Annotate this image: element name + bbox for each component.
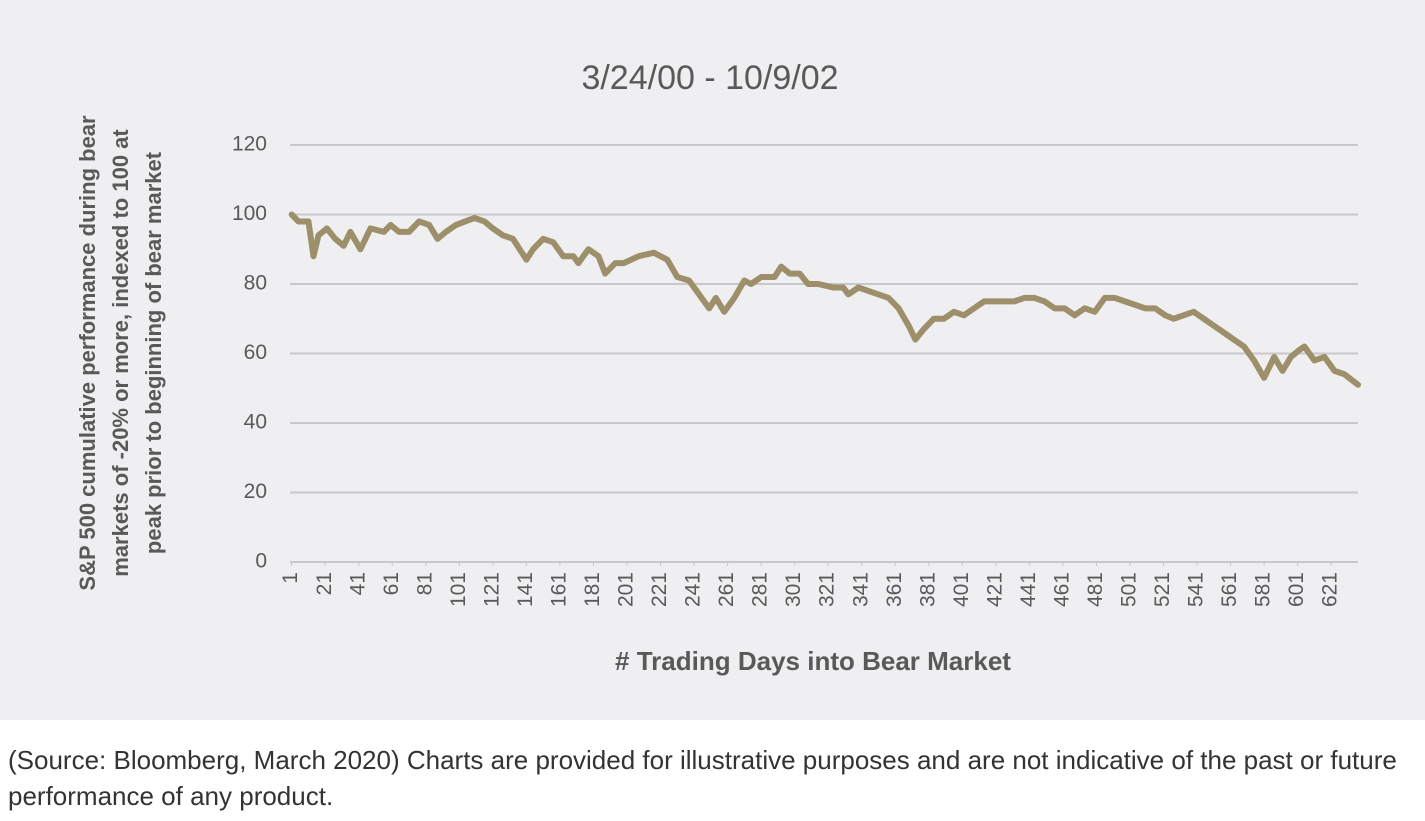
y-tick-label: 60: [244, 341, 267, 364]
y-axis-label-line: peak prior to beginning of bear market: [141, 151, 166, 554]
x-tick-label: 121: [480, 572, 503, 607]
x-tick-label: 501: [1118, 572, 1141, 607]
x-tick-label: 521: [1151, 572, 1174, 607]
x-tick-label: 281: [749, 572, 772, 607]
x-tick-label: 441: [1017, 572, 1040, 607]
x-tick-label: 401: [950, 572, 973, 607]
x-tick-label: 101: [447, 572, 470, 607]
y-tick-label: 80: [244, 272, 267, 295]
x-tick-label: 321: [816, 572, 839, 607]
x-tick-label: 141: [514, 572, 537, 607]
x-tick-label: 361: [883, 572, 906, 607]
footer-note: (Source: Bloomberg, March 2020) Charts a…: [8, 745, 1397, 811]
x-tick-label: 1: [279, 572, 302, 584]
x-tick-label: 561: [1218, 572, 1241, 607]
x-tick-label: 481: [1084, 572, 1107, 607]
y-tick-label: 120: [232, 133, 267, 156]
y-tick-label: 100: [232, 202, 267, 225]
x-tick-label: 241: [682, 572, 705, 607]
y-axis-label-line: markets of -20% or more, indexed to 100 …: [108, 129, 133, 577]
data-line: [288, 211, 1361, 388]
x-tick-label: 541: [1185, 572, 1208, 607]
x-tick-label: 161: [547, 572, 570, 607]
x-tick-label: 581: [1252, 572, 1275, 607]
x-tick-label: 81: [413, 572, 436, 595]
x-tick-label: 221: [648, 572, 671, 607]
chart-background: [0, 0, 1425, 720]
x-tick-label: 201: [615, 572, 638, 607]
x-tick-label: 621: [1319, 572, 1342, 607]
y-tick-label: 40: [244, 411, 267, 434]
x-tick-label: 61: [380, 572, 403, 595]
chart: 3/24/00 - 10/9/02 # Trading Days into Be…: [0, 0, 1425, 720]
y-tick-label: 0: [255, 550, 267, 573]
chart-title: 3/24/00 - 10/9/02: [581, 59, 838, 97]
x-tick-label: 41: [346, 572, 369, 595]
x-axis-label: # Trading Days into Bear Market: [615, 646, 1011, 676]
y-axis-label: S&P 500 cumulative performance during be…: [75, 115, 166, 591]
x-tick-label: 261: [715, 572, 738, 607]
x-tick-label: 301: [782, 572, 805, 607]
x-tick-label: 421: [983, 572, 1006, 607]
x-tick-label: 461: [1050, 572, 1073, 607]
x-tick-label: 381: [916, 572, 939, 607]
x-tick-label: 341: [849, 572, 872, 607]
x-tick-label: 601: [1285, 572, 1308, 607]
x-tick-label: 21: [313, 572, 336, 595]
y-axis-label-line: S&P 500 cumulative performance during be…: [75, 115, 100, 591]
y-tick-label: 20: [244, 480, 267, 503]
x-tick-label: 181: [581, 572, 604, 607]
